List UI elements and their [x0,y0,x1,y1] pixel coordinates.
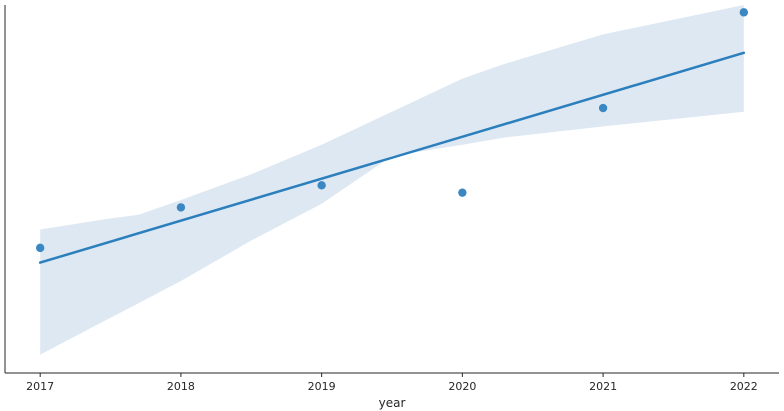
data-point [35,243,45,253]
plot-area [35,5,749,355]
x-tick-label: 2017 [26,380,54,393]
x-tick-label: 2022 [730,380,758,393]
data-point [598,103,608,113]
data-point [317,181,326,190]
data-point [458,188,467,197]
x-axis-label: year [379,396,406,410]
x-tick-label: 2020 [448,380,476,393]
data-point [176,203,186,212]
confidence-band [40,5,744,355]
data-point [739,8,749,17]
x-tick-label: 2021 [589,380,617,393]
regression-line [38,51,746,264]
x-tick-label: 2018 [167,380,195,393]
x-axis-ticks: 2017 2018 2019 2020 2021 2022 [26,373,758,393]
x-tick-label: 2019 [308,380,336,393]
